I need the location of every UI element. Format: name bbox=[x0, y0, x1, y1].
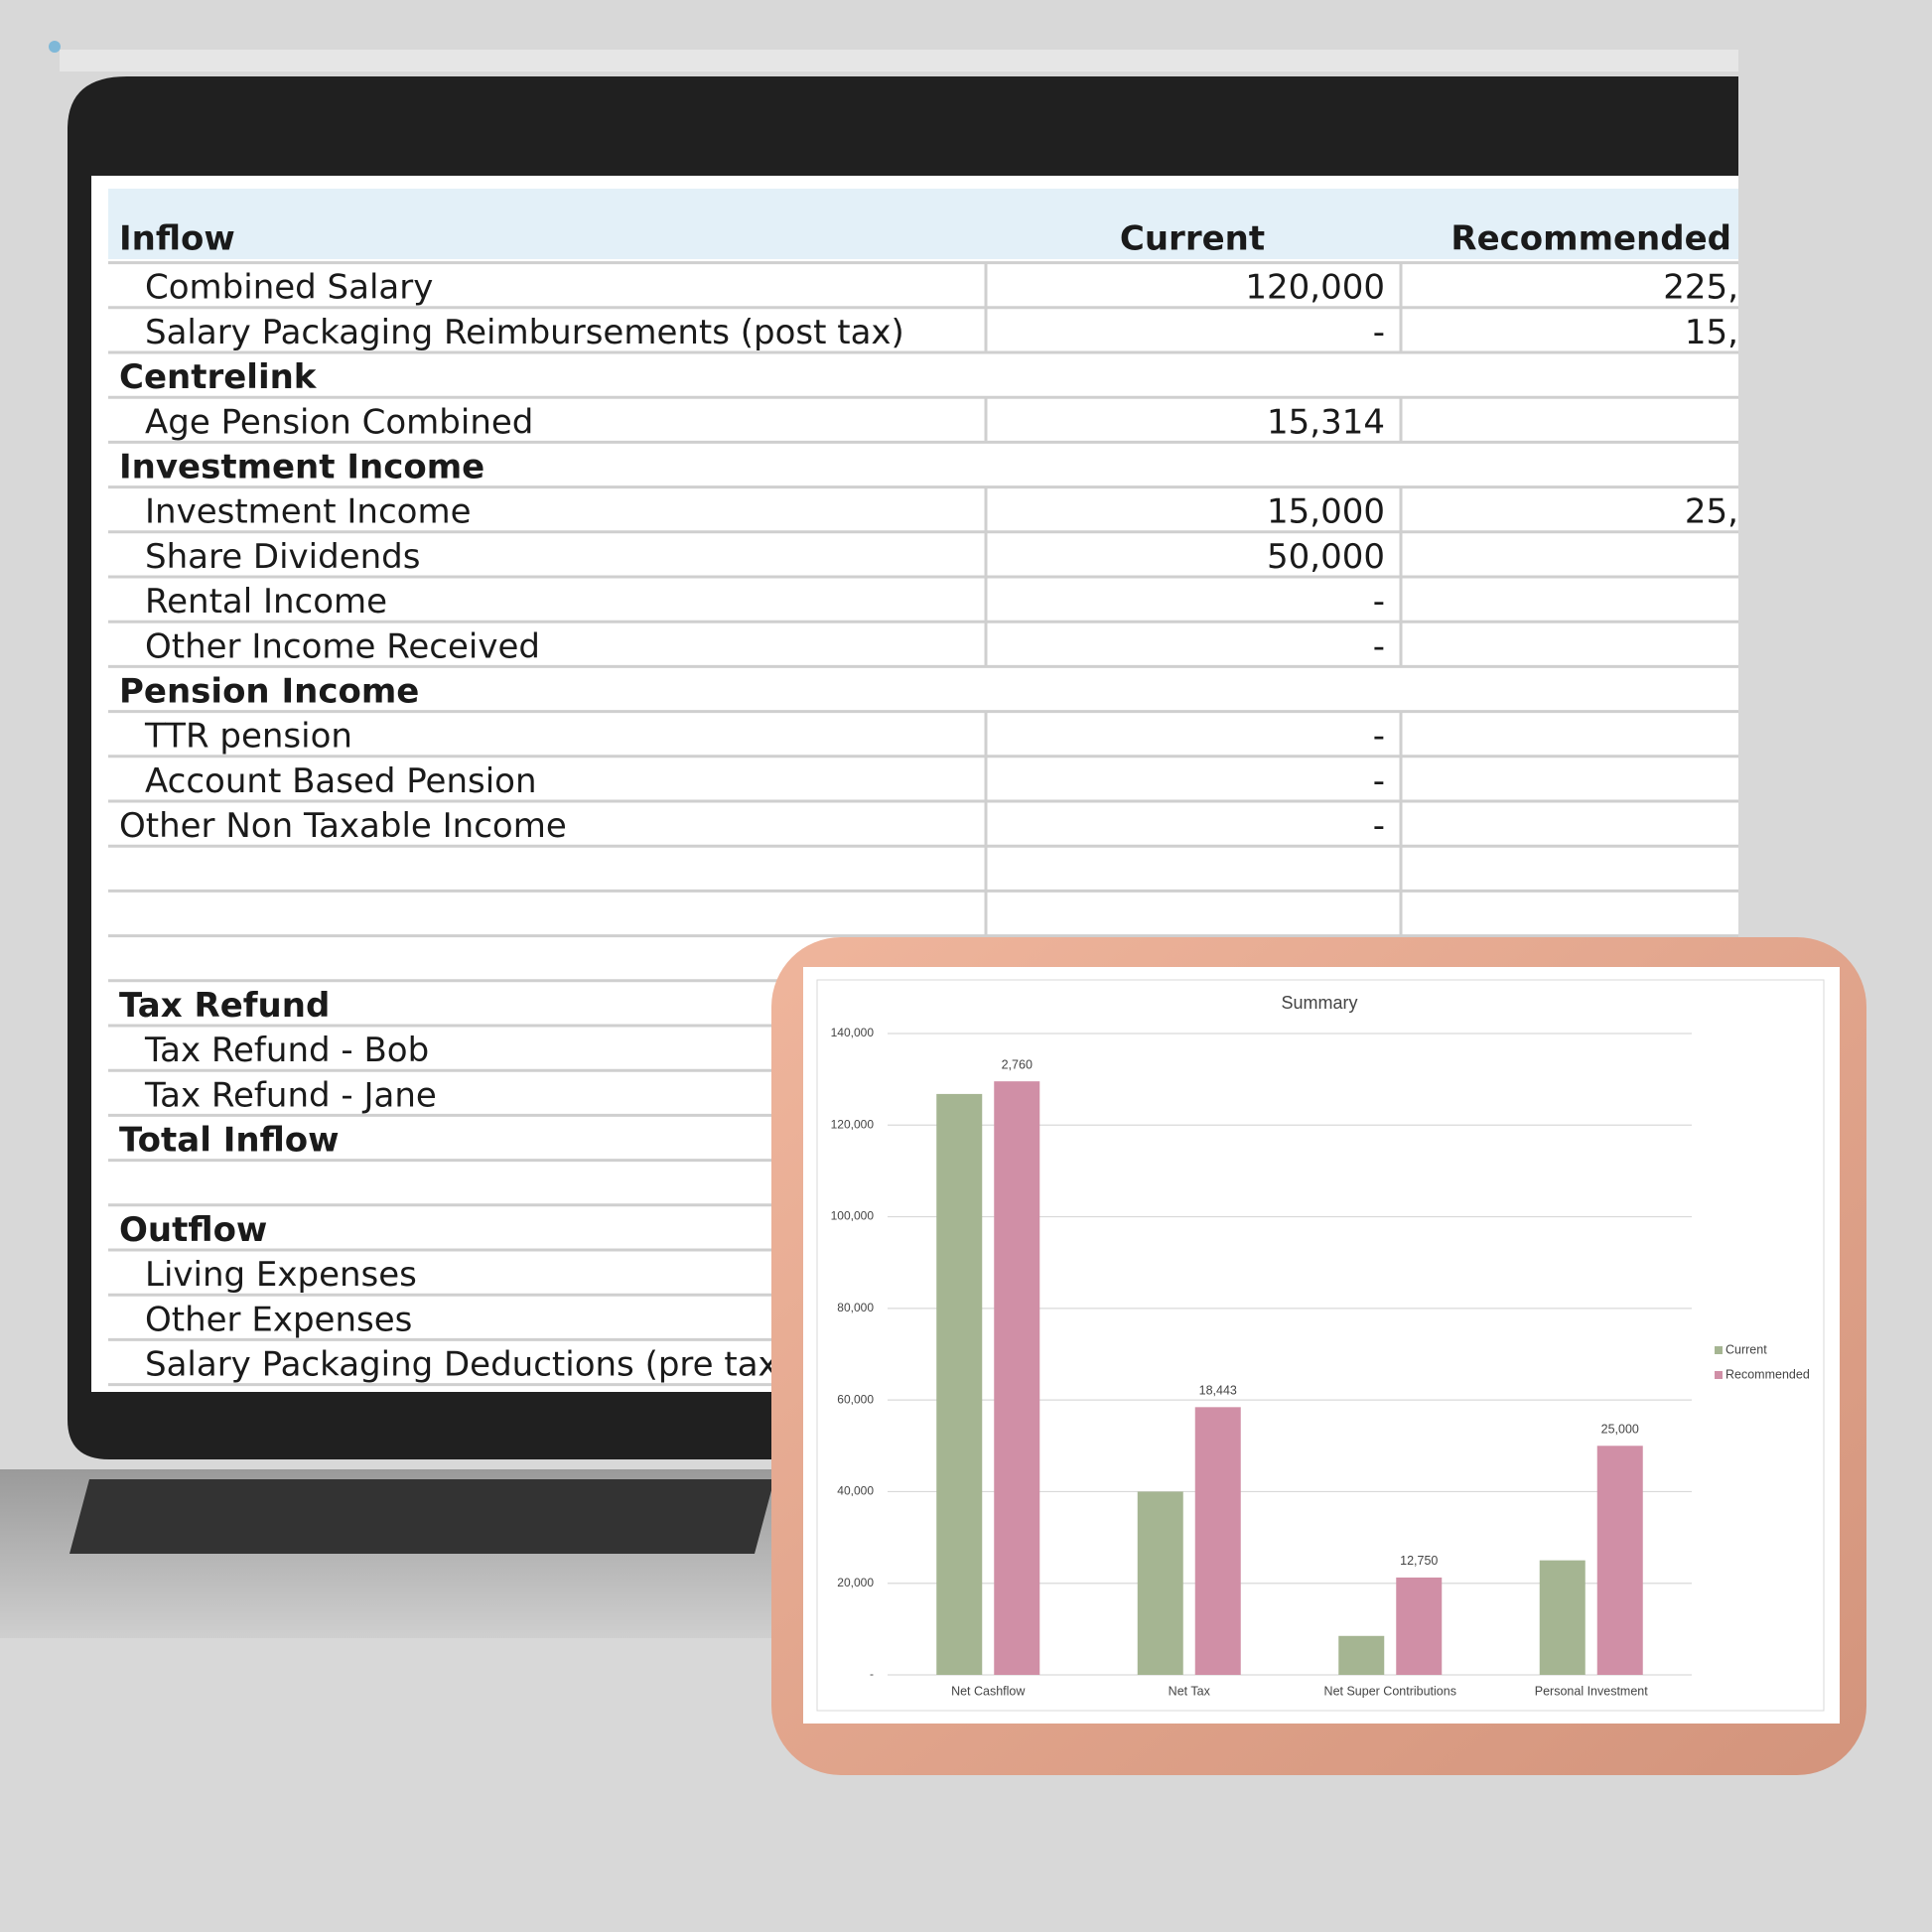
cell-current: 50,000 bbox=[1267, 537, 1385, 577]
x-tick-label: Net Tax bbox=[1169, 1684, 1211, 1698]
bar bbox=[1338, 1635, 1385, 1675]
row-label: Account Based Pension bbox=[145, 761, 537, 801]
bar-annotation: 25,000 bbox=[1601, 1423, 1639, 1437]
row-label: Rental Income bbox=[145, 582, 387, 621]
row-label: Other Non Taxable Income bbox=[119, 806, 567, 846]
row-label: Living Expenses bbox=[145, 1255, 417, 1295]
header-current: Current bbox=[1120, 219, 1265, 259]
row-label: Salary Packaging Deductions (pre tax) bbox=[145, 1345, 791, 1385]
row-label: Combined Salary bbox=[145, 268, 433, 308]
cell-current: 120,000 bbox=[1245, 268, 1385, 308]
y-tick-label: 140,000 bbox=[831, 1026, 875, 1039]
x-tick-label: Personal Investment bbox=[1535, 1684, 1648, 1698]
row-label: Investment Income bbox=[119, 448, 484, 487]
cell-current: - bbox=[1373, 313, 1385, 352]
y-tick-label: 80,000 bbox=[837, 1301, 874, 1314]
bar bbox=[1396, 1577, 1443, 1675]
header-row bbox=[108, 189, 1738, 259]
y-tick-label: 20,000 bbox=[837, 1576, 874, 1589]
cell-current: - bbox=[1373, 761, 1385, 801]
header-label: Inflow bbox=[119, 219, 235, 259]
cell-current: 15,314 bbox=[1267, 402, 1385, 442]
row-label: Salary Packaging Reimbursements (post ta… bbox=[145, 313, 904, 352]
bar-annotation: 12,750 bbox=[1400, 1554, 1438, 1568]
cell-current: 15,000 bbox=[1267, 492, 1385, 532]
x-tick-label: Net Super Contributions bbox=[1324, 1684, 1456, 1698]
bar bbox=[1596, 1446, 1643, 1675]
y-tick-label: - bbox=[870, 1667, 874, 1681]
x-tick-label: Net Cashflow bbox=[951, 1684, 1026, 1698]
row-label: Share Dividends bbox=[145, 537, 420, 577]
cell-recommended: 225, bbox=[1663, 268, 1738, 308]
row-label: Pension Income bbox=[119, 672, 419, 712]
y-tick-label: 100,000 bbox=[831, 1209, 875, 1223]
cell-current: - bbox=[1373, 582, 1385, 621]
chart: Summary - 20,000 40,000 60,000 80,000 100,000… bbox=[816, 979, 1825, 1712]
bar-annotation: 2,760 bbox=[1002, 1057, 1033, 1071]
legend-swatch bbox=[1715, 1346, 1723, 1354]
chart-title: Summary bbox=[1281, 993, 1357, 1013]
keyboard bbox=[69, 1479, 774, 1554]
row-label: Age Pension Combined bbox=[145, 402, 533, 442]
row-label: Centrelink bbox=[119, 357, 318, 397]
cell-current: - bbox=[1373, 626, 1385, 666]
cell-current: - bbox=[1373, 806, 1385, 846]
dot bbox=[49, 41, 61, 53]
row-label: Total Inflow bbox=[119, 1121, 340, 1161]
row-label: Tax Refund - Jane bbox=[144, 1075, 437, 1115]
row-label: Other Expenses bbox=[145, 1300, 412, 1339]
legend-label: Current bbox=[1725, 1342, 1767, 1356]
header-recommended: Recommended bbox=[1450, 219, 1731, 259]
cell-recommended: 25, bbox=[1685, 492, 1738, 532]
bar bbox=[1194, 1407, 1241, 1675]
y-tick-label: 40,000 bbox=[837, 1484, 874, 1498]
bar bbox=[936, 1093, 983, 1675]
legend-swatch bbox=[1715, 1371, 1723, 1379]
bar bbox=[1137, 1491, 1183, 1675]
bar bbox=[994, 1081, 1040, 1675]
legend-label: Recommended bbox=[1725, 1367, 1810, 1381]
chart-border bbox=[816, 979, 1825, 1712]
cell-current: - bbox=[1373, 717, 1385, 757]
y-tick-label: 60,000 bbox=[837, 1392, 874, 1406]
bar-annotation: 18,443 bbox=[1199, 1384, 1237, 1398]
row-label: TTR pension bbox=[144, 717, 352, 757]
row-label: Investment Income bbox=[145, 492, 472, 532]
row-label: Tax Refund bbox=[119, 986, 330, 1026]
bar bbox=[1539, 1560, 1586, 1675]
row-label: Tax Refund - Bob bbox=[144, 1031, 429, 1070]
cell-recommended: 15, bbox=[1685, 313, 1738, 352]
y-tick-label: 120,000 bbox=[831, 1117, 875, 1131]
row-label: Other Income Received bbox=[145, 626, 540, 666]
row-label: Outflow bbox=[119, 1210, 267, 1250]
top-strip bbox=[60, 50, 1738, 71]
